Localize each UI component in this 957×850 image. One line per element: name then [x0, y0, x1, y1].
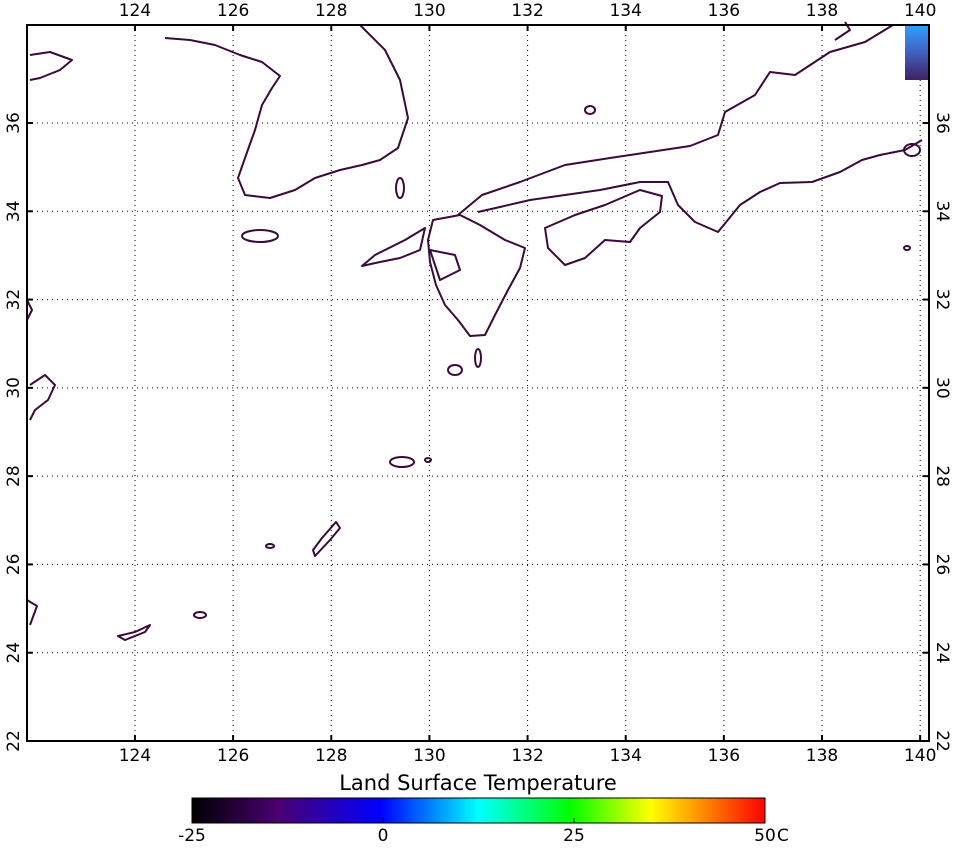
lat-label-right: 36	[932, 112, 952, 134]
lst-patch	[905, 25, 929, 80]
lat-label-right: 34	[932, 200, 952, 222]
lon-label-top: 136	[708, 1, 740, 21]
lat-label-right: 26	[932, 554, 952, 576]
colorbar-tick-label: 25	[563, 826, 585, 846]
lon-label-bottom: 132	[511, 746, 543, 766]
lon-label-bottom: 134	[609, 746, 641, 766]
lat-label-right: 22	[932, 730, 952, 752]
lon-label-bottom: 136	[708, 746, 740, 766]
lat-label-left: 24	[4, 642, 24, 664]
lon-label-top: 124	[119, 1, 151, 21]
lon-label-bottom: 140	[904, 746, 936, 766]
lat-label-right: 32	[932, 289, 952, 311]
lat-label-left: 30	[4, 377, 24, 399]
lat-label-right: 30	[932, 377, 952, 399]
lat-label-left: 26	[4, 554, 24, 576]
lat-label-left: 28	[4, 465, 24, 487]
colorbar-tick-label: 0	[378, 826, 389, 846]
axis-labels: 124 124 126 126 128 128 130 130 132 132 134 134 136 1…	[4, 1, 952, 766]
lon-label-top: 132	[511, 1, 543, 21]
colorbar	[191, 797, 766, 824]
colorbar-title: Land Surface Temperature	[339, 771, 617, 795]
lat-label-left: 32	[4, 289, 24, 311]
map-frame	[26, 24, 930, 742]
lon-label-top: 130	[413, 1, 445, 21]
lon-label-bottom: 128	[315, 746, 347, 766]
lon-label-top: 140	[904, 1, 936, 21]
lat-label-right: 28	[932, 465, 952, 487]
lat-label-left: 36	[4, 112, 24, 134]
lat-label-left: 34	[4, 200, 24, 222]
lon-label-top: 134	[609, 1, 641, 21]
colorbar-unit: C	[777, 826, 789, 846]
lon-label-top: 138	[806, 1, 838, 21]
lon-label-bottom: 126	[217, 746, 249, 766]
lon-label-bottom: 138	[806, 746, 838, 766]
lon-label-bottom: 124	[119, 746, 151, 766]
lat-label-right: 24	[932, 642, 952, 664]
lon-label-top: 128	[315, 1, 347, 21]
colorbar-tick-label: 50	[754, 826, 776, 846]
coastlines	[26, 21, 923, 641]
lat-label-left: 22	[4, 730, 24, 752]
lon-label-bottom: 130	[413, 746, 445, 766]
colorbar-tick-label: -25	[178, 826, 206, 846]
lon-label-top: 126	[217, 1, 249, 21]
grid	[26, 24, 930, 742]
